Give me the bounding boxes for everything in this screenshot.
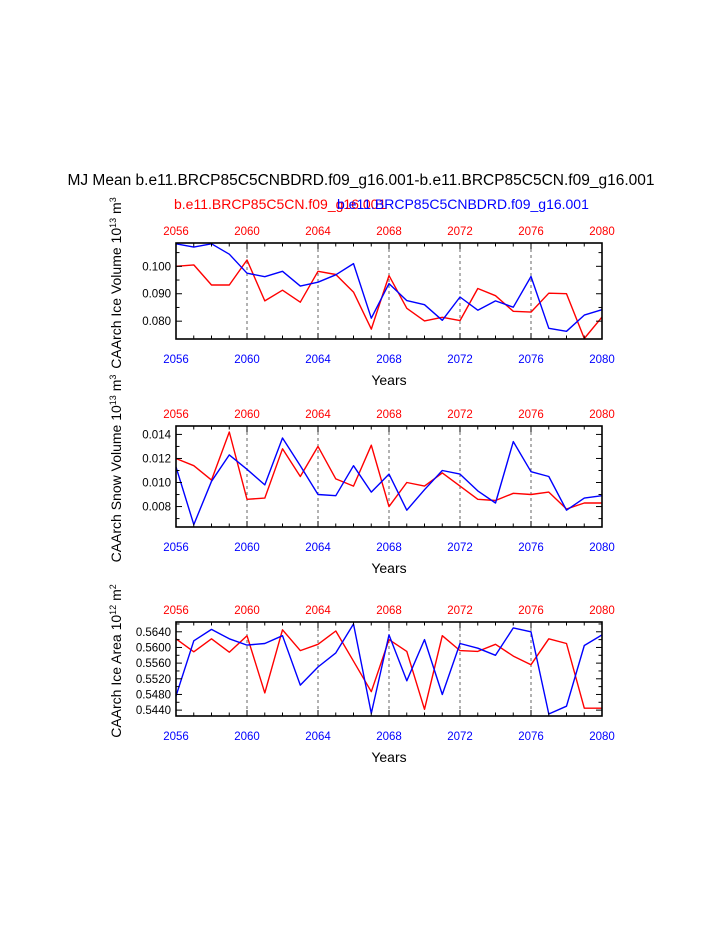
x-tick-label-top: 2068 — [376, 605, 402, 617]
x-tick-label-bottom: 2072 — [447, 542, 473, 554]
y-axis-label-unit-exponent: 3 — [108, 375, 118, 380]
panels: 0.080 0.090 0.100 2056 2056 2060 2060 2064 2064 2… — [108, 197, 615, 765]
x-tick-label-top: 2060 — [234, 409, 260, 421]
y-axis-label-unit: m — [108, 589, 124, 605]
x-tick-label-top: 2064 — [305, 605, 331, 617]
series-line-red — [175, 431, 602, 510]
x-tick-label-top: 2068 — [376, 226, 402, 238]
x-tick-label-bottom: 2056 — [163, 731, 189, 743]
x-tick-label-bottom: 2060 — [234, 354, 260, 366]
x-tick-label-bottom: 2056 — [163, 354, 189, 366]
series-line-red — [175, 259, 603, 340]
y-tick-label: 0.010 — [142, 478, 171, 490]
x-tick-label-bottom: 2064 — [305, 542, 331, 554]
y-tick-label: 0.5600 — [136, 642, 171, 654]
y-tick-label: 0.5440 — [136, 705, 171, 717]
x-tick-label-bottom: 2064 — [305, 731, 331, 743]
y-tick-label: 0.5480 — [136, 689, 171, 701]
y-axis-label-text: CAArch Ice Area 10 — [108, 615, 124, 738]
y-axis-label-exponent: 12 — [108, 605, 118, 615]
legend-label-red: b.e11.BRCP85C5CN.f09_g16.001 — [174, 196, 386, 212]
x-axis-label: Years — [371, 372, 406, 388]
y-axis-label-unit-exponent: 2 — [108, 584, 118, 589]
x-tick-label-bottom: 2072 — [447, 731, 473, 743]
x-tick-label-bottom: 2080 — [589, 542, 615, 554]
x-tick-label-top: 2056 — [163, 409, 189, 421]
x-tick-label-bottom: 2076 — [518, 731, 544, 743]
x-tick-label-top: 2056 — [163, 605, 189, 617]
series-line-blue — [175, 437, 603, 526]
x-tick-label-bottom: 2068 — [376, 731, 402, 743]
y-axis-label-unit: m — [108, 380, 124, 396]
chart-panel: 0.080 0.090 0.100 2056 2056 2060 2060 2064 2064 2… — [108, 197, 615, 388]
y-axis-label-unit-exponent: 3 — [108, 197, 118, 202]
x-tick-label-top: 2072 — [447, 605, 473, 617]
x-tick-label-top: 2072 — [447, 409, 473, 421]
y-tick-label: 0.100 — [142, 261, 171, 273]
x-tick-label-bottom: 2068 — [376, 542, 402, 554]
y-axis-label-text: CAArch Snow Volume 10 — [108, 405, 124, 562]
x-tick-label-bottom: 2072 — [447, 354, 473, 366]
x-tick-label-top: 2056 — [163, 226, 189, 238]
x-tick-label-top: 2076 — [518, 605, 544, 617]
x-tick-label-bottom: 2064 — [305, 354, 331, 366]
x-tick-label-bottom: 2060 — [234, 731, 260, 743]
x-tick-label-top: 2068 — [376, 409, 402, 421]
x-tick-label-top: 2080 — [589, 605, 615, 617]
y-axis-label: CAArch Snow Volume 1013 m3 — [108, 375, 124, 563]
y-tick-label: 0.090 — [142, 289, 171, 301]
y-axis-label: CAArch Ice Area 1012 m2 — [108, 584, 124, 738]
x-tick-label-bottom: 2060 — [234, 542, 260, 554]
x-tick-label-top: 2080 — [589, 226, 615, 238]
x-axis-label: Years — [371, 749, 406, 765]
y-tick-label: 0.5560 — [136, 658, 171, 670]
y-tick-label: 0.012 — [142, 453, 171, 465]
legend-label-blue: b.e11.BRCP85C5CNBDRD.f09_g16.001 — [337, 196, 589, 212]
chart-panel: 0.5440 0.5480 0.5520 0.5560 0.5600 0.5640 2056… — [108, 584, 615, 765]
series-line-blue — [175, 243, 603, 332]
x-tick-label-top: 2076 — [518, 226, 544, 238]
x-tick-label-top: 2072 — [447, 226, 473, 238]
y-axis-label-unit: m — [108, 202, 124, 218]
x-tick-label-bottom: 2080 — [589, 731, 615, 743]
x-tick-label-bottom: 2076 — [518, 354, 544, 366]
y-tick-label: 0.5640 — [136, 627, 171, 639]
y-tick-label: 0.5520 — [136, 674, 171, 686]
y-tick-label: 0.014 — [142, 429, 171, 441]
y-tick-label: 0.080 — [142, 316, 171, 328]
x-tick-label-bottom: 2056 — [163, 542, 189, 554]
series-line-red — [175, 629, 602, 710]
chart-panel: 0.008 0.010 0.012 0.014 2056 2056 2060 2060 2064… — [108, 375, 615, 576]
y-tick-label: 0.008 — [142, 502, 171, 514]
x-tick-label-bottom: 2080 — [589, 354, 615, 366]
x-tick-label-top: 2076 — [518, 409, 544, 421]
x-tick-label-bottom: 2076 — [518, 542, 544, 554]
y-axis-label-exponent: 13 — [108, 395, 118, 405]
y-axis-label: CAArch Ice Volume 1013 m3 — [108, 197, 124, 368]
x-tick-label-top: 2064 — [305, 226, 331, 238]
x-tick-label-top: 2060 — [234, 226, 260, 238]
x-tick-label-bottom: 2068 — [376, 354, 402, 366]
series-line-blue — [175, 623, 603, 715]
x-tick-label-top: 2060 — [234, 605, 260, 617]
x-axis-label: Years — [371, 560, 406, 576]
figure-title: MJ Mean b.e11.BRCP85C5CNBDRD.f09_g16.001… — [67, 172, 654, 189]
x-tick-label-top: 2064 — [305, 409, 331, 421]
x-tick-label-top: 2080 — [589, 409, 615, 421]
y-axis-label-text: CAArch Ice Volume 10 — [108, 228, 124, 369]
y-axis-label-exponent: 13 — [108, 218, 118, 228]
